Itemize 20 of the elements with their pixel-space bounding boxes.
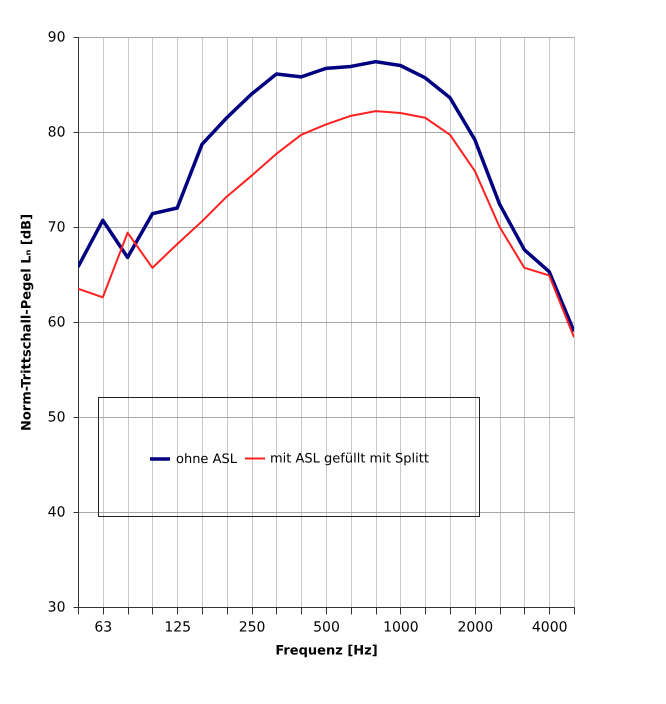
x-tick-label: 125: [164, 620, 192, 636]
x-tick-label: 500: [313, 620, 340, 636]
y-tick-label: 80: [48, 124, 66, 140]
y-axis-title: Norm-Trittschall-Pegel Lₙ [dB]: [20, 214, 35, 432]
y-tick-label: 40: [48, 504, 66, 520]
line-series: [78, 60, 574, 334]
y-tick-label: 30: [48, 600, 66, 616]
x-tick-label: 250: [238, 620, 266, 636]
y-tick-label: 60: [48, 314, 66, 330]
legend-label: mit ASL gefüllt mit Splitt: [270, 452, 429, 466]
legend-label: ohne ASL: [176, 452, 238, 467]
x-tick-label: 4000: [532, 620, 568, 636]
y-tick-label: 50: [48, 410, 66, 426]
x-axis-title: Frequenz [Hz]: [275, 644, 378, 658]
line-series: [78, 110, 574, 338]
x-tick-label: 63: [94, 620, 112, 636]
y-tick-label: 70: [48, 220, 66, 236]
x-tick-label: 2000: [457, 620, 494, 636]
x-tick-label: 1000: [383, 620, 419, 636]
y-tick-label: 90: [48, 30, 66, 46]
